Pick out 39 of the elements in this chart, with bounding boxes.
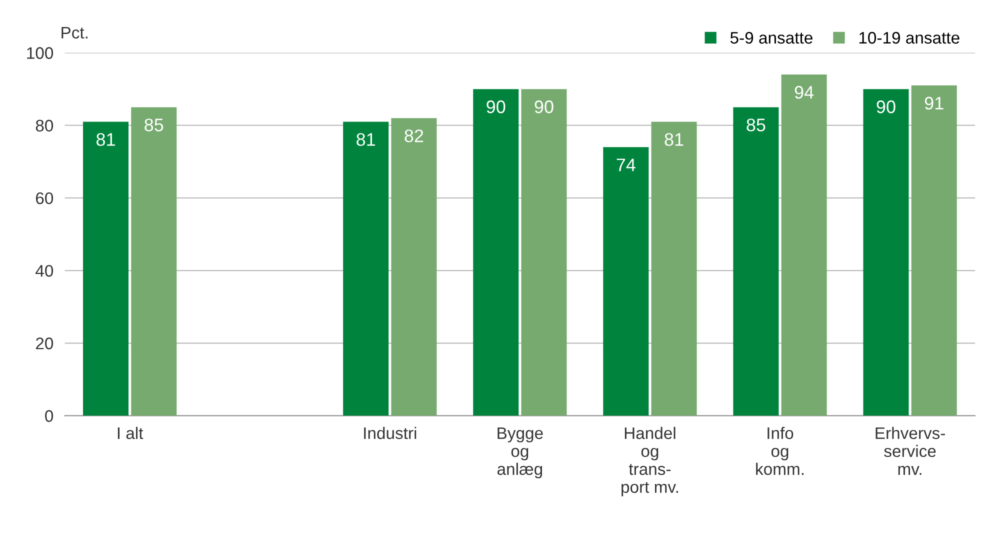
data-label: 82 <box>404 129 424 142</box>
data-label: 85 <box>144 118 164 132</box>
bar <box>391 118 437 416</box>
data-label: 90 <box>876 100 896 114</box>
bar <box>83 122 129 416</box>
data-label: 91 <box>924 96 944 110</box>
data-label: 94 <box>794 86 814 99</box>
bar <box>473 89 519 416</box>
bar <box>733 107 779 416</box>
y-tick-label: 60 <box>36 192 54 204</box>
y-tick-label: 100 <box>27 47 54 59</box>
x-tick-label: I alt <box>118 426 144 440</box>
legend-label: 10-19 ansatte <box>859 32 960 44</box>
bar <box>343 122 389 416</box>
x-tick-label: Handel og trans- port mv. <box>622 426 678 496</box>
bar <box>781 74 827 416</box>
x-tick-label: Info og komm. <box>756 426 804 475</box>
y-tick-label: 80 <box>36 120 54 132</box>
bar <box>911 85 957 416</box>
x-tick-label: Erhvervs- service mv. <box>876 426 945 475</box>
legend-label: 5-9 ansatte <box>730 32 812 44</box>
bar <box>131 107 177 416</box>
y-tick-label: 0 <box>45 410 54 422</box>
bar <box>521 89 567 416</box>
data-label: 81 <box>664 133 684 146</box>
data-label: 85 <box>746 118 766 132</box>
y-tick-label: 40 <box>36 264 54 277</box>
x-tick-label: Bygge og anlæg <box>497 427 543 478</box>
bar <box>863 89 909 416</box>
data-label: 90 <box>534 100 554 114</box>
bar <box>651 122 697 416</box>
bar <box>603 147 649 416</box>
data-label: 74 <box>616 158 636 172</box>
y-axis-title: Pct. <box>62 26 88 39</box>
y-tick-label: 20 <box>36 338 54 350</box>
data-label: 90 <box>486 100 506 114</box>
data-label: 81 <box>96 133 115 146</box>
x-tick-label: Industri <box>364 426 416 440</box>
data-label: 81 <box>356 133 376 146</box>
